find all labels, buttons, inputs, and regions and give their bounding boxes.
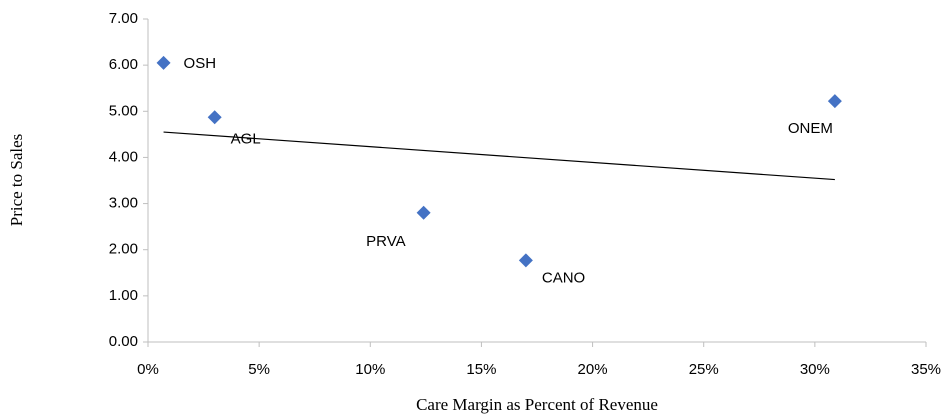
point-label: AGL — [231, 130, 261, 147]
x-tick-label: 25% — [689, 361, 719, 378]
point-label: ONEM — [788, 120, 833, 137]
x-tick-label: 10% — [355, 361, 385, 378]
trendline — [163, 131, 835, 181]
point — [156, 55, 171, 70]
y-tick-label: 0.00 — [109, 333, 138, 350]
y-tick-label: 4.00 — [109, 148, 138, 165]
point — [827, 94, 842, 109]
y-tick-label: 6.00 — [109, 56, 138, 73]
y-axis-title: Price to Sales — [7, 134, 26, 227]
point — [518, 253, 533, 268]
x-tick-label: 35% — [911, 361, 941, 378]
y-tick-label: 1.00 — [109, 287, 138, 304]
x-tick-label: 20% — [578, 361, 608, 378]
x-axis-title: Care Margin as Percent of Revenue — [416, 395, 658, 414]
x-tick-label: 15% — [466, 361, 496, 378]
x-tick-label: 0% — [137, 361, 159, 378]
y-tick-label: 5.00 — [109, 102, 138, 119]
y-tick-label: 7.00 — [109, 10, 138, 27]
point-label: OSH — [184, 55, 217, 72]
point — [207, 110, 222, 125]
x-tick-label: 5% — [248, 361, 270, 378]
x-tick-label: 30% — [800, 361, 830, 378]
point-label: PRVA — [366, 233, 405, 250]
y-tick-label: 2.00 — [109, 241, 138, 258]
point — [416, 205, 431, 220]
point-label: CANO — [542, 269, 585, 286]
y-tick-label: 3.00 — [109, 195, 138, 212]
